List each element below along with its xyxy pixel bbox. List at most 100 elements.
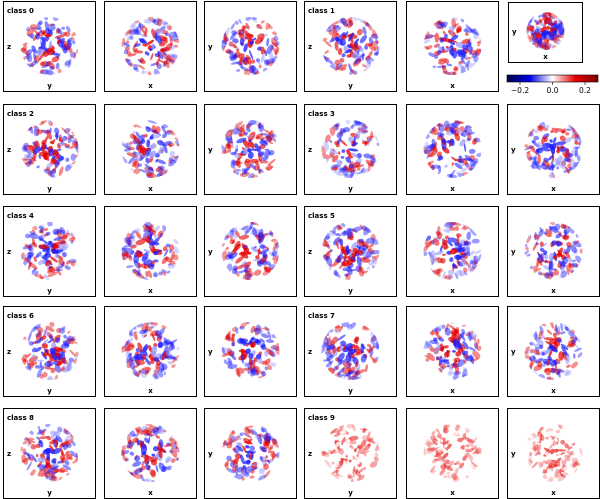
vertical-axis-label: z (7, 146, 11, 154)
projection-panel: class 5 z y (304, 206, 397, 297)
projection-panel: class 0 z y (3, 1, 96, 92)
projection-panel: yx (507, 408, 600, 499)
horizontal-axis-label: x (450, 82, 455, 90)
heatmap-image (20, 322, 79, 380)
vertical-axis-label: z (7, 248, 11, 256)
vertical-axis-label: z (7, 450, 11, 458)
heatmap-image (423, 17, 482, 75)
projection-panel: class 4 z y (3, 206, 96, 297)
projection-panel: class 8 z y (3, 408, 96, 499)
heatmap-image (524, 222, 583, 280)
projection-panel: x (406, 104, 499, 195)
projection-panel: class 7 z y (304, 306, 397, 397)
heatmap-image (121, 322, 180, 380)
vertical-axis-label: z (308, 248, 312, 256)
class-label: class 2 (7, 110, 34, 118)
projection-panel: x (104, 306, 197, 397)
projection-panel: class 2 z y (3, 104, 96, 195)
heatmap-image (321, 322, 380, 380)
vertical-axis-label: y (208, 348, 213, 356)
horizontal-axis-label: x (543, 53, 548, 61)
heatmap-image (524, 322, 583, 380)
heatmap-image (121, 222, 179, 280)
class-label: class 0 (7, 7, 34, 15)
projection-panel: yx (507, 206, 600, 297)
horizontal-axis-label: y (47, 287, 52, 295)
projection-panel: y (204, 306, 297, 397)
class-label: class 7 (308, 312, 335, 320)
heatmap-image (20, 424, 79, 482)
heatmap-image (221, 425, 280, 481)
projection-panel: x (104, 104, 197, 195)
projection-panel: y (204, 206, 297, 297)
heatmap-image (524, 120, 583, 178)
colorbar-tick-label: 0.0 (547, 86, 559, 95)
vertical-axis-label: z (7, 43, 11, 51)
panel-frame (507, 206, 600, 297)
class-label: class 6 (7, 312, 34, 320)
vertical-axis-label: y (511, 146, 516, 154)
projection-panel: y (204, 408, 297, 499)
projection-panel: x (406, 1, 499, 92)
colorbar-tick-label: 0.2 (579, 86, 591, 95)
horizontal-axis-label: x (551, 387, 556, 395)
vertical-axis-label: y (208, 450, 213, 458)
vertical-axis-label: y (208, 43, 213, 51)
projection-panel: class 3 z y (304, 104, 397, 195)
projection-panel: x (406, 306, 499, 397)
heatmap-image (423, 222, 482, 280)
vertical-axis-label: y (208, 146, 213, 154)
projection-panel: x (104, 206, 197, 297)
horizontal-axis-label: x (148, 82, 153, 90)
projection-panel: yx (507, 104, 600, 195)
class-label: class 3 (308, 110, 335, 118)
heatmap-image (526, 12, 565, 50)
vertical-axis-label: z (308, 450, 312, 458)
horizontal-axis-label: y (47, 185, 52, 193)
horizontal-axis-label: y (47, 387, 52, 395)
vertical-axis-label: y (511, 450, 516, 458)
heatmap-image (423, 424, 482, 482)
projection-panel: yx (508, 2, 583, 63)
panel-frame (304, 206, 397, 297)
horizontal-axis-label: x (148, 387, 153, 395)
horizontal-axis-label: x (148, 489, 153, 497)
projection-panel: class 6 z y (3, 306, 96, 397)
panel-frame (104, 408, 197, 499)
panel-frame (406, 104, 499, 195)
horizontal-axis-label: y (47, 82, 52, 90)
heatmap-image (221, 222, 280, 280)
vertical-axis-label: z (308, 146, 312, 154)
heatmap-image (121, 120, 180, 178)
horizontal-axis-label: x (148, 287, 153, 295)
vertical-axis-label: y (512, 28, 517, 36)
colorbar: −0.2 0.0 0.2 (506, 74, 599, 95)
horizontal-axis-label: x (148, 185, 153, 193)
horizontal-axis-label: x (450, 185, 455, 193)
heatmap-image (20, 222, 78, 280)
class-label: class 8 (7, 414, 34, 422)
colorbar-gradient (506, 74, 599, 83)
vertical-axis-label: y (511, 348, 516, 356)
colorbar-tick-label: −0.2 (511, 86, 529, 95)
heatmap-image (20, 17, 79, 75)
horizontal-axis-label: y (348, 387, 353, 395)
horizontal-axis-label: x (450, 287, 455, 295)
heatmap-image (321, 424, 380, 482)
class-label: class 1 (308, 7, 335, 15)
vertical-axis-label: z (7, 348, 11, 356)
heatmap-image (423, 120, 482, 178)
projection-panel: y (204, 1, 297, 92)
projection-panel: class 9 z y (304, 408, 397, 499)
heatmap-image (423, 322, 482, 380)
class-label: class 9 (308, 414, 335, 422)
panel-frame (304, 408, 397, 499)
panel-frame (104, 206, 197, 297)
projection-panel: x (406, 206, 499, 297)
projection-panel: yx (507, 306, 600, 397)
vertical-axis-label: z (308, 348, 312, 356)
vertical-axis-label: y (208, 248, 213, 256)
horizontal-axis-label: x (551, 185, 556, 193)
